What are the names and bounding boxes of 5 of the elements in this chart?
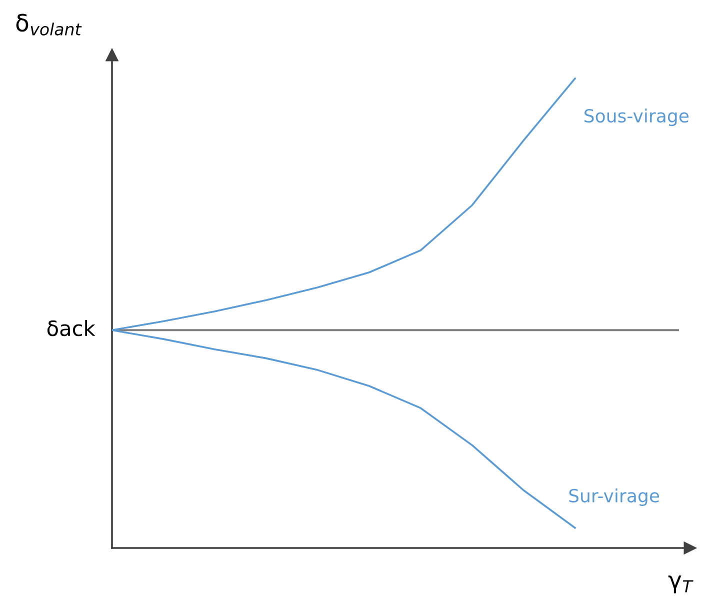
x-axis-title: γ$_{T}$: [668, 575, 694, 594]
ref-line-label: δack: [47, 320, 96, 336]
series-label: Sur-virage: [569, 488, 660, 506]
series-label: Sous-virage: [584, 108, 689, 126]
y-axis-title: δ$_{volant}$: [16, 14, 82, 36]
